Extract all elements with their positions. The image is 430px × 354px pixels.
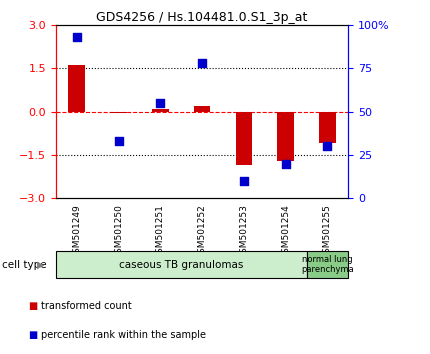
Bar	[236, 112, 252, 165]
FancyBboxPatch shape	[56, 251, 307, 278]
Title: GDS4256 / Hs.104481.0.S1_3p_at: GDS4256 / Hs.104481.0.S1_3p_at	[96, 11, 308, 24]
Bar	[110, 112, 127, 113]
Bar	[319, 112, 336, 143]
Point	[199, 60, 206, 66]
Point	[115, 138, 122, 144]
Point	[324, 143, 331, 149]
Point	[74, 34, 80, 40]
Bar	[277, 112, 294, 161]
Bar	[68, 65, 85, 112]
Point	[157, 100, 164, 106]
Bar	[194, 106, 210, 112]
Bar	[152, 109, 169, 112]
Text: caseous TB granulomas: caseous TB granulomas	[119, 259, 243, 270]
Text: ■: ■	[28, 301, 37, 311]
Text: percentile rank within the sample: percentile rank within the sample	[41, 330, 206, 339]
Text: ▶: ▶	[37, 260, 45, 270]
Point	[240, 178, 247, 184]
Text: normal lung
parenchyma: normal lung parenchyma	[301, 255, 354, 274]
Text: ■: ■	[28, 330, 37, 339]
FancyBboxPatch shape	[307, 251, 348, 278]
Text: transformed count: transformed count	[41, 301, 132, 311]
Text: cell type: cell type	[2, 260, 47, 270]
Point	[282, 161, 289, 166]
